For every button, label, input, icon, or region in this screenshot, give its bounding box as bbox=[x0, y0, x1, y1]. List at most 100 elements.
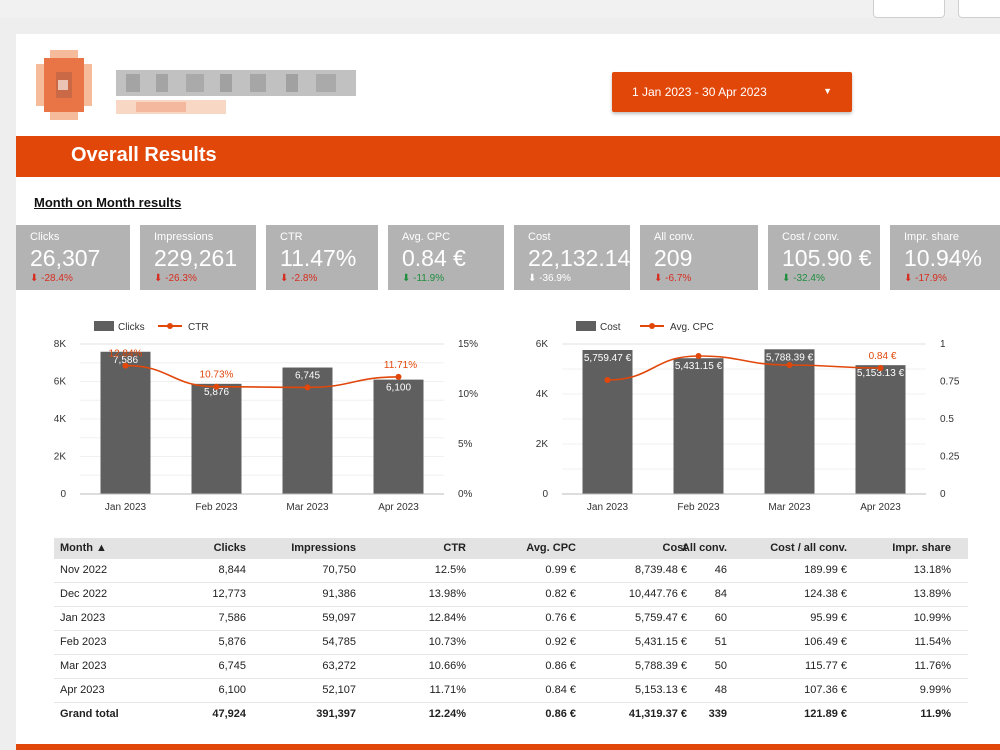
table-cell: 5,759.47 € bbox=[635, 612, 687, 624]
table-cell: 11.54% bbox=[914, 636, 952, 648]
kpi-delta: ⬇ -17.9% bbox=[904, 273, 947, 284]
table-cell: 59,097 bbox=[322, 612, 356, 624]
y-tick-label: 0 bbox=[60, 489, 66, 500]
table-cell: 47,924 bbox=[212, 708, 246, 720]
kpi-label: Cost / conv. bbox=[782, 231, 840, 243]
kpi-delta: ⬇ -32.4% bbox=[782, 273, 825, 284]
column-header[interactable]: Impressions bbox=[291, 542, 356, 554]
bar-apr-2023 bbox=[373, 379, 424, 494]
table-cell: 11.76% bbox=[914, 660, 952, 672]
date-range-label: 1 Jan 2023 - 30 Apr 2023 bbox=[632, 85, 767, 99]
table-cell: 115.77 € bbox=[804, 660, 847, 672]
table-cell: 121.89 € bbox=[804, 708, 847, 720]
line-data-label: 12.84% bbox=[109, 349, 143, 360]
kpi-scorecards: Clicks 26,307 ⬇ -28.4% Impressions 229,261 ⬇ … bbox=[16, 225, 1000, 290]
legend-swatch-clicks bbox=[94, 321, 114, 331]
table-cell: 10.66% bbox=[428, 660, 466, 672]
table-cell: 41,319.37 € bbox=[628, 708, 687, 720]
y2-tick-label: 1 bbox=[940, 339, 946, 350]
kpi-value: 10.94% bbox=[904, 245, 983, 271]
table-cell: 5,431.15 € bbox=[635, 636, 687, 648]
column-header[interactable]: Clicks bbox=[213, 542, 246, 554]
kpi-label: Impr. share bbox=[904, 231, 960, 243]
column-header[interactable]: Avg. CPC bbox=[526, 542, 576, 554]
table-cell: 10,447.76 € bbox=[628, 588, 687, 600]
bar-data-label: 5,876 bbox=[204, 387, 229, 398]
y-tick-label: 4K bbox=[536, 389, 549, 400]
line-data-label: 10.73% bbox=[200, 370, 234, 381]
table-cell: 0.86 € bbox=[545, 660, 576, 672]
x-tick-label: Jan 2023 bbox=[587, 502, 629, 513]
table-cell: 0.82 € bbox=[545, 588, 576, 600]
y2-tick-label: 0 bbox=[940, 489, 946, 500]
legend-label: Cost bbox=[600, 322, 621, 333]
x-tick-label: Apr 2023 bbox=[860, 502, 901, 513]
kpi-card-avg-cpc: Avg. CPC 0.84 € ⬇ -11.9% bbox=[388, 225, 504, 290]
legend-marker bbox=[649, 323, 655, 329]
table-header: Month ▲ Clicks Impressions CTR Avg. CPC Cost A… bbox=[54, 538, 968, 559]
y2-tick-label: 0.5 bbox=[940, 414, 954, 425]
y-tick-label: 6K bbox=[536, 339, 549, 350]
legend-label: Avg. CPC bbox=[670, 322, 714, 333]
y2-tick-label: 5% bbox=[458, 439, 473, 450]
y-tick-label: 2K bbox=[536, 439, 549, 450]
line-series-ctr bbox=[125, 364, 399, 389]
dropdown-caret-icon: ▼ bbox=[823, 86, 832, 96]
table-cell: 8,844 bbox=[218, 564, 246, 576]
footer-banner bbox=[16, 744, 1000, 750]
toolbar-button[interactable] bbox=[958, 0, 1000, 18]
column-header[interactable]: Impr. share bbox=[892, 542, 951, 554]
bar-mar-2023 bbox=[764, 349, 815, 494]
line-point bbox=[786, 362, 793, 368]
legend-label: Clicks bbox=[118, 322, 145, 333]
table-cell: 0.76 € bbox=[545, 612, 576, 624]
kpi-value: 22,132.14 € bbox=[528, 245, 650, 271]
table-cell: 12.84% bbox=[428, 612, 466, 624]
line-data-label: 0.84 € bbox=[869, 351, 897, 362]
table-cell: 13.89% bbox=[913, 588, 951, 600]
line-series-avg-cpc bbox=[607, 355, 881, 381]
column-header[interactable]: Cost bbox=[662, 542, 687, 554]
company-logo bbox=[36, 50, 356, 120]
table-row: Nov 2022 8,844 70,750 12.5% 0.99 € 8,739.48 €… bbox=[54, 559, 968, 583]
kpi-card-cost: Cost 22,132.14 € ⬇ -36.9% bbox=[514, 225, 650, 290]
kpi-value: 26,307 bbox=[30, 245, 101, 271]
line-point bbox=[304, 384, 311, 391]
table-cell: 13.18% bbox=[913, 564, 951, 576]
table-cell: 5,876 bbox=[218, 636, 246, 648]
kpi-card-ctr: CTR 11.47% ⬇ -2.8% bbox=[266, 225, 378, 290]
bar-data-label: 7,586 bbox=[113, 355, 138, 366]
bar-apr-2023 bbox=[855, 365, 906, 494]
table-cell: 9.99% bbox=[919, 684, 951, 696]
y-tick-label: 2K bbox=[54, 452, 67, 463]
column-header[interactable]: Cost / all conv. bbox=[770, 542, 847, 554]
column-header[interactable]: CTR bbox=[443, 542, 466, 554]
report-canvas: 1 Jan 2023 - 30 Apr 2023 ▼ Overall Resul… bbox=[16, 34, 1000, 750]
table-cell: 6,100 bbox=[218, 684, 246, 696]
legend-swatch-cost bbox=[576, 321, 596, 331]
table-cell: 107.36 € bbox=[804, 684, 847, 696]
kpi-delta: ⬇ -28.4% bbox=[30, 273, 73, 284]
table-cell: Nov 2022 bbox=[60, 564, 108, 576]
bar-feb-2023 bbox=[191, 383, 242, 494]
bar-jan-2023 bbox=[582, 350, 633, 494]
kpi-card-cost-conv: Cost / conv. 105.90 € ⬇ -32.4% bbox=[768, 225, 880, 290]
date-range-picker[interactable]: 1 Jan 2023 - 30 Apr 2023 ▼ bbox=[612, 72, 852, 112]
table-cell: 54,785 bbox=[322, 636, 356, 648]
clicks-ctr-chart: Clicks CTR 0 2K 4K 6K 8K 0% 5% 10% 15% 7,586 Jan 202… bbox=[54, 321, 478, 513]
table-cell: 12.5% bbox=[434, 564, 466, 576]
kpi-delta: ⬇ -2.8% bbox=[280, 273, 318, 284]
table-cell: Mar 2023 bbox=[60, 660, 107, 672]
kpi-card-all-conv: All conv. 209 ⬇ -6.7% bbox=[640, 225, 758, 290]
kpi-value: 11.47% bbox=[280, 245, 357, 271]
kpi-card-impressions: Impressions 229,261 ⬇ -26.3% bbox=[140, 225, 256, 290]
column-header[interactable]: All conv. bbox=[681, 542, 727, 554]
kpi-delta: ⬇ -6.7% bbox=[654, 273, 692, 284]
kpi-delta: ⬇ -36.9% bbox=[528, 273, 571, 284]
x-tick-label: Mar 2023 bbox=[286, 502, 329, 513]
table-cell: 0.92 € bbox=[545, 636, 576, 648]
table-cell: 6,745 bbox=[218, 660, 246, 672]
toolbar-button[interactable] bbox=[873, 0, 945, 18]
x-tick-label: Feb 2023 bbox=[195, 502, 238, 513]
column-header[interactable]: Month ▲ bbox=[60, 542, 107, 554]
